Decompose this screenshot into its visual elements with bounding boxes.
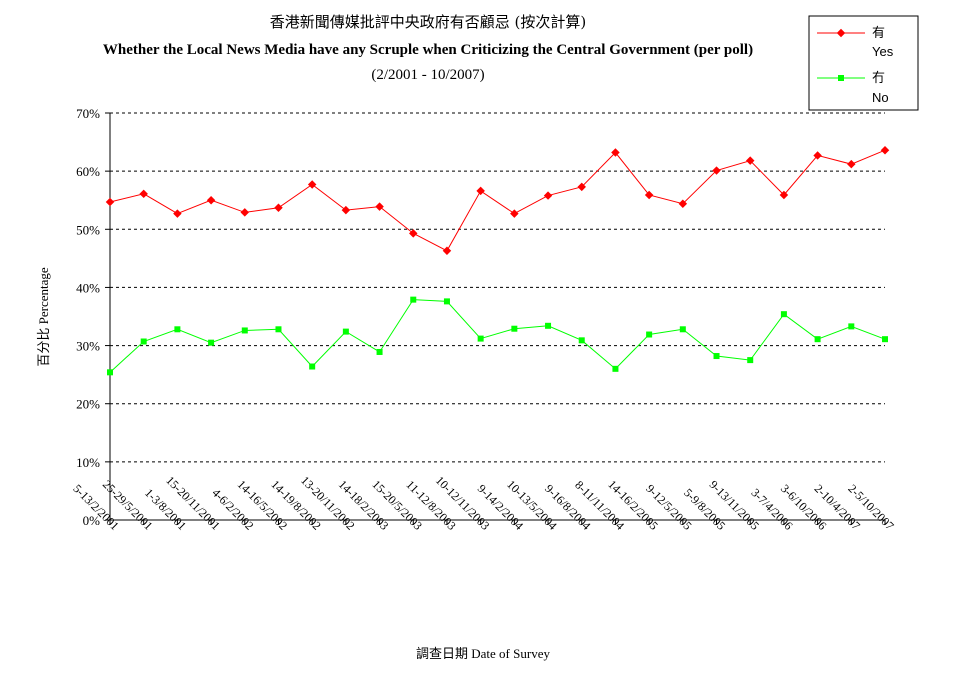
data-point: [511, 325, 518, 332]
data-point: [275, 326, 282, 333]
data-point: [847, 159, 856, 169]
y-tick-label: 50%: [76, 222, 100, 237]
data-point: [510, 209, 519, 218]
data-point: [443, 298, 450, 305]
data-point: [375, 202, 384, 211]
data-point: [612, 365, 619, 372]
data-point: [376, 348, 383, 355]
data-point: [241, 327, 248, 334]
legend-yes-label-en: Yes: [872, 44, 894, 59]
data-point: [409, 229, 418, 238]
data-point: [208, 339, 215, 346]
series-line: [109, 149, 886, 252]
data-point: [848, 323, 855, 330]
data-point: [309, 363, 316, 370]
chart-subtitle: Whether the Local News Media have any Sc…: [103, 42, 753, 58]
data-point: [477, 335, 484, 342]
data-point: [307, 180, 317, 189]
y-axis-ticks: 0% 10% 20% 30% 40% 50% 60% 70%: [76, 106, 110, 528]
series-line: [109, 299, 886, 373]
data-point: [341, 205, 351, 215]
legend-yes-label: 有: [872, 25, 885, 40]
data-point: [747, 357, 754, 364]
gridlines: [109, 112, 885, 521]
data-point: [173, 209, 182, 218]
data-point: [880, 145, 890, 155]
data-point: [442, 246, 452, 256]
data-point: [410, 296, 417, 303]
y-tick-label: 60%: [76, 164, 100, 179]
legend: 有 Yes 冇 No: [808, 15, 919, 111]
y-tick-label: 20%: [76, 397, 100, 412]
data-point: [814, 336, 821, 343]
data-point: [107, 369, 113, 376]
data-point: [713, 353, 720, 360]
y-tick-label: 30%: [76, 339, 100, 354]
data-point: [476, 186, 485, 196]
y-tick-label: 0%: [83, 513, 101, 528]
data-point: [578, 337, 585, 344]
data-series: [105, 145, 890, 376]
data-point: [543, 191, 553, 200]
series-yes: [105, 145, 890, 256]
series-no: [107, 296, 888, 376]
chart-date-range: (2/2001 - 10/2007): [371, 67, 484, 83]
data-point: [646, 331, 653, 338]
data-point: [342, 328, 349, 335]
x-axis-ticks: 5-13/2/200125-29/5/20011-3/8/200115-20/1…: [70, 473, 896, 533]
y-axis-label: 百分比 Percentage: [36, 267, 51, 367]
data-point: [140, 338, 147, 345]
data-point: [206, 195, 216, 205]
data-point: [882, 336, 888, 343]
chart-title: 香港新聞傳媒批評中央政府有否顧忌 (按次計算): [270, 13, 586, 31]
data-point: [274, 203, 283, 213]
y-tick-label: 40%: [76, 280, 100, 295]
data-point: [174, 326, 181, 333]
legend-box: [808, 15, 919, 111]
y-tick-label: 70%: [76, 106, 100, 121]
data-point: [679, 326, 686, 333]
data-point: [545, 322, 552, 329]
data-point: [139, 189, 148, 199]
y-tick-label: 10%: [76, 455, 100, 470]
legend-no-label: 冇: [872, 70, 885, 85]
data-point: [780, 311, 787, 318]
x-axis-label: 調查日期 Date of Survey: [416, 646, 550, 661]
data-point: [105, 197, 115, 207]
legend-no-marker: [838, 75, 844, 81]
data-point: [240, 208, 250, 217]
legend-no-label-en: No: [872, 90, 889, 105]
